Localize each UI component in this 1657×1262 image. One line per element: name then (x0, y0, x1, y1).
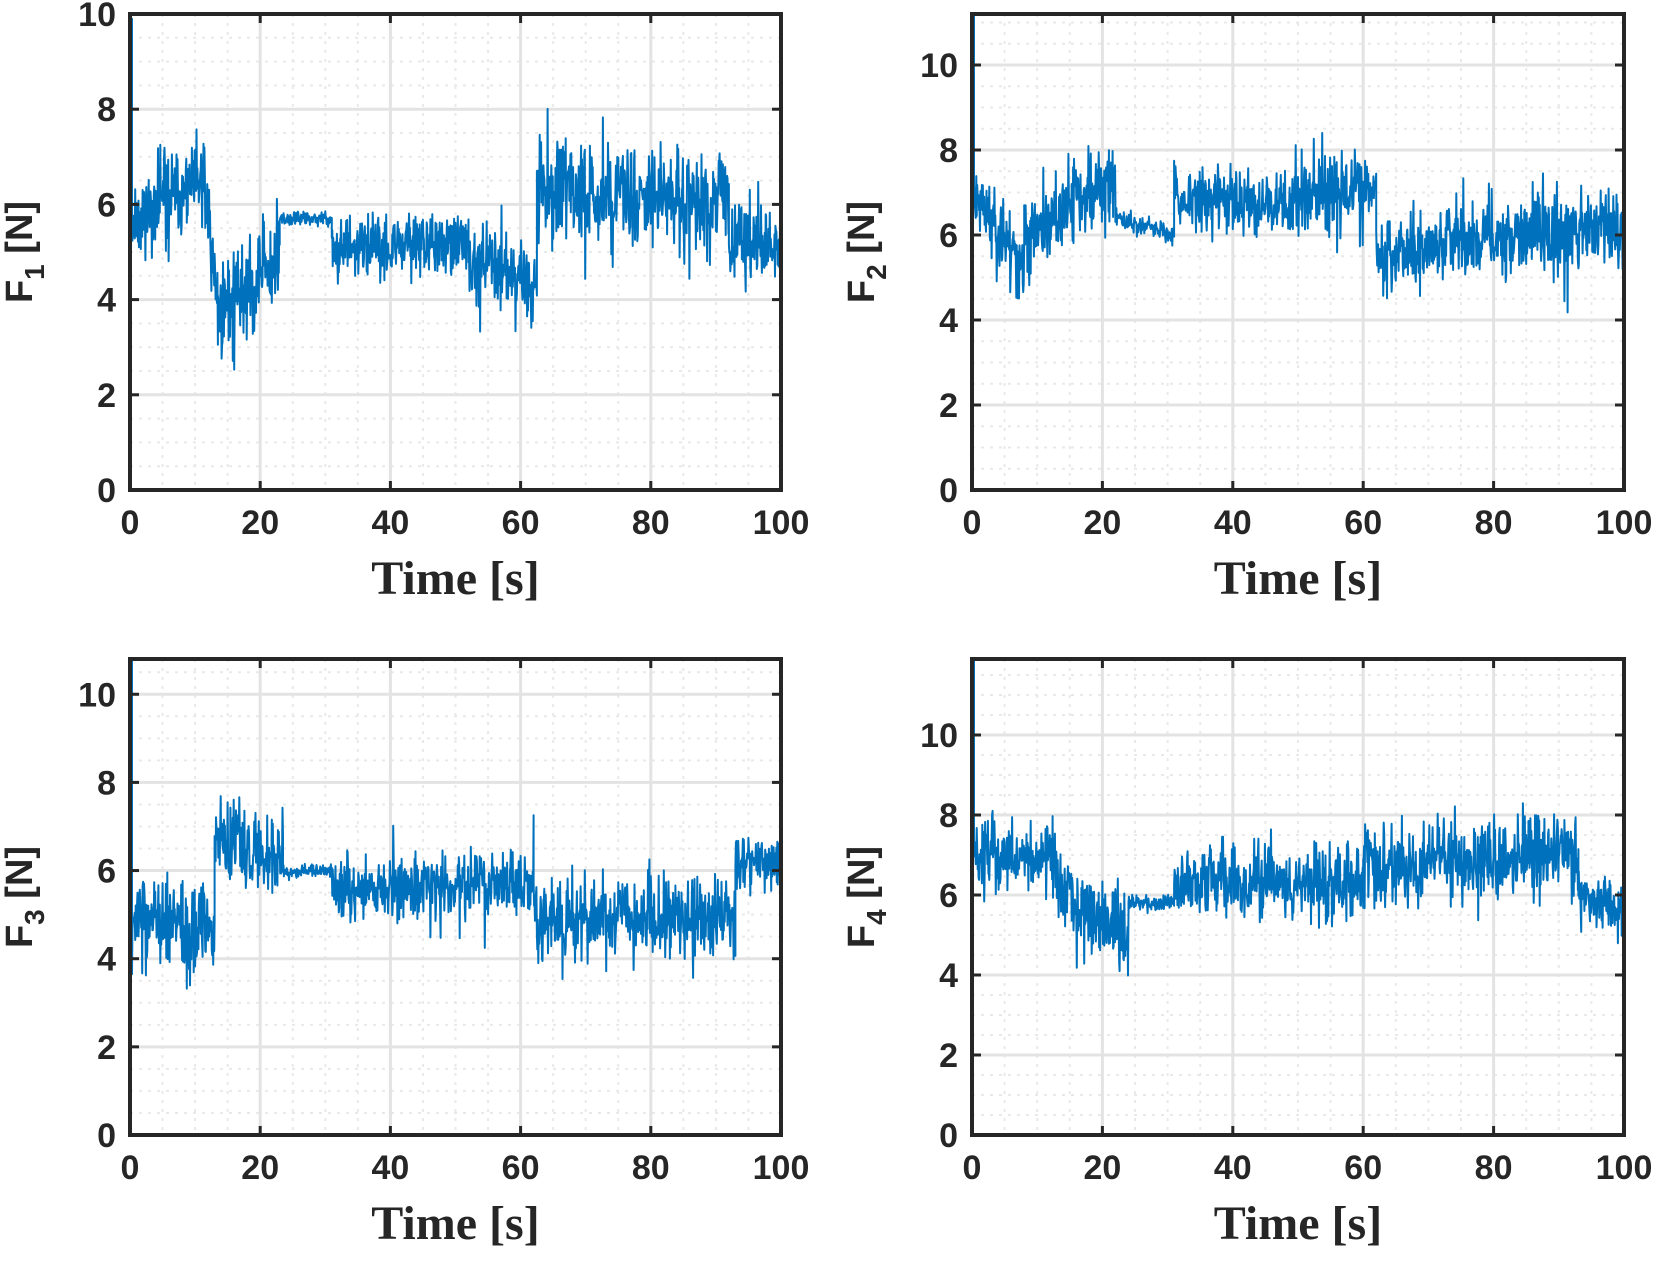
y-tick-label: 6 (97, 853, 116, 891)
x-tick-label: 80 (1475, 1149, 1513, 1187)
y-label-subscript: 3 (19, 909, 50, 925)
axes-box (128, 12, 783, 492)
axes-box (128, 657, 783, 1137)
x-tick-label: 40 (1214, 504, 1252, 542)
axes-box (970, 657, 1626, 1137)
y-label-main: F (0, 280, 41, 303)
y-tick-label: 2 (97, 377, 116, 415)
x-tick-label: 80 (1475, 504, 1513, 542)
x-axis-label: Time [s] (1214, 552, 1382, 605)
x-tick-label: 100 (1596, 504, 1653, 542)
x-tick-label: 0 (963, 504, 982, 542)
x-tick-label: 0 (963, 1149, 982, 1187)
y-label-main: F (841, 280, 883, 303)
y-tick-label: 0 (939, 1117, 958, 1155)
subplot-3: 0 20 40 60 80 100 0 2 4 6 8 10 Time [s] F3 [N] (0, 657, 810, 1250)
x-tick-label: 0 (121, 504, 140, 542)
y-label-main: F (0, 925, 41, 948)
x-tick-label: 20 (241, 504, 279, 542)
y-tick-label: 8 (97, 764, 116, 802)
y-tick-label: 4 (939, 957, 958, 995)
x-tick-label: 100 (753, 1149, 810, 1187)
y-label-unit: [N] (0, 846, 41, 909)
y-tick-label: 0 (939, 472, 958, 510)
y-label-unit: [N] (0, 201, 41, 264)
y-tick-label: 8 (97, 91, 116, 129)
y-label-subscript: 2 (861, 264, 892, 280)
y-tick-label: 10 (920, 47, 958, 85)
x-axis-label: Time [s] (1214, 1197, 1382, 1250)
x-tick-label: 100 (1596, 1149, 1653, 1187)
x-tick-label: 20 (1083, 504, 1121, 542)
y-label-unit: [N] (841, 201, 883, 264)
y-axis-label: F2 [N] (841, 201, 892, 303)
y-tick-label: 10 (78, 0, 116, 34)
force-series-line (129, 17, 782, 486)
x-tick-label: 80 (632, 504, 670, 542)
x-tick-label: 60 (502, 1149, 540, 1187)
y-label-subscript: 1 (19, 264, 50, 280)
force-series-line (129, 658, 782, 1091)
axes-box (970, 12, 1626, 492)
y-label-main: F (841, 925, 883, 948)
force-series-line (971, 13, 1625, 448)
y-tick-label: 0 (97, 1117, 116, 1155)
y-axis-label: F3 [N] (0, 846, 50, 948)
x-tick-label: 20 (1083, 1149, 1121, 1187)
y-tick-label: 6 (97, 186, 116, 224)
y-tick-label: 4 (97, 941, 116, 979)
y-tick-label: 2 (97, 1029, 116, 1067)
x-tick-label: 60 (502, 504, 540, 542)
y-tick-label: 6 (939, 217, 958, 255)
x-tick-label: 60 (1344, 504, 1382, 542)
y-tick-label: 4 (97, 282, 116, 320)
x-tick-label: 20 (241, 1149, 279, 1187)
y-tick-label: 2 (939, 1037, 958, 1075)
y-tick-label: 0 (97, 472, 116, 510)
x-axis-label: Time [s] (371, 552, 539, 605)
y-tick-label: 8 (939, 797, 958, 835)
x-axis-label: Time [s] (371, 1197, 539, 1250)
force-series-line (971, 658, 1625, 1056)
y-tick-label: 2 (939, 387, 958, 425)
x-tick-label: 80 (632, 1149, 670, 1187)
y-tick-label: 4 (939, 302, 958, 340)
y-label-subscript: 4 (861, 909, 892, 925)
x-tick-label: 40 (371, 1149, 409, 1187)
subplot-1: 0 20 40 60 80 100 0 2 4 6 8 10 Time [s] F1 [N] (0, 0, 809, 605)
x-tick-label: 100 (753, 504, 810, 542)
x-tick-label: 60 (1344, 1149, 1382, 1187)
y-tick-label: 10 (920, 717, 958, 755)
y-tick-label: 10 (78, 676, 116, 714)
x-tick-label: 0 (121, 1149, 140, 1187)
x-tick-label: 40 (1214, 1149, 1252, 1187)
y-label-unit: [N] (841, 846, 883, 909)
y-tick-label: 6 (939, 877, 958, 915)
y-tick-label: 8 (939, 132, 958, 170)
y-axis-label: F1 [N] (0, 201, 50, 303)
x-tick-label: 40 (371, 504, 409, 542)
y-axis-label: F4 [N] (841, 846, 892, 948)
